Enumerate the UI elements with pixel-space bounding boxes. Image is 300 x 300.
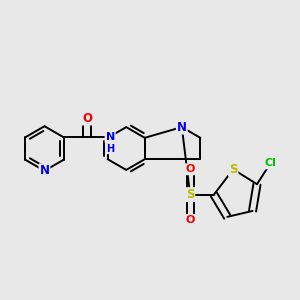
Text: H: H	[106, 144, 114, 154]
Text: N: N	[177, 121, 187, 134]
Text: Cl: Cl	[264, 158, 276, 168]
Text: O: O	[185, 164, 195, 174]
Text: S: S	[186, 188, 194, 201]
Text: O: O	[185, 215, 195, 225]
Text: N: N	[106, 132, 115, 142]
Text: N: N	[40, 164, 50, 177]
Text: S: S	[229, 163, 238, 176]
Text: O: O	[82, 112, 92, 124]
